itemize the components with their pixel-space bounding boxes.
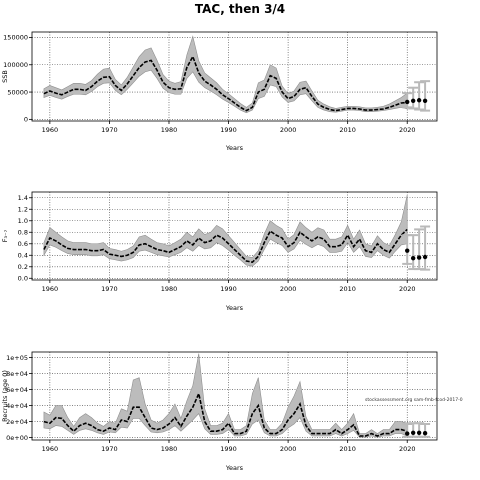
x-tick-label: 1990: [220, 285, 237, 293]
chart-panel-1: 1960 1970 1980 1990 2000 2010 2020 0 50000 100000…: [1, 31, 438, 152]
x-tick-label: 1980: [161, 126, 178, 134]
y-tick-label: 1.0: [18, 217, 28, 225]
x-tick-label: 1990: [220, 445, 237, 453]
estimate-line: [43, 228, 408, 264]
y-axis-label: SSB: [1, 70, 9, 83]
y-tick-label: 4e+04: [6, 402, 28, 410]
forecast-point: [422, 431, 428, 436]
chart-panel-2: 1960 1970 1980 1990 2000 2010 2020 0.0 0.2 0.4 0.6…: [1, 191, 438, 312]
x-tick-label: 1970: [101, 285, 118, 293]
y-axis-label: Recruits (age 0): [1, 370, 9, 422]
x-tick-label: 2020: [399, 445, 416, 453]
y-tick-label: 150000: [3, 34, 28, 42]
y-tick-label: 6e+04: [6, 386, 28, 394]
x-tick-label: 2010: [339, 285, 356, 293]
x-tick-label: 1970: [101, 445, 118, 453]
forecast-point: [410, 98, 416, 103]
x-tick-label: 1980: [161, 445, 178, 453]
y-axis-label: F₃₋₇: [1, 229, 9, 242]
x-tick-label: 1980: [161, 285, 178, 293]
y-tick-label: 100000: [3, 61, 28, 69]
figure-title: TAC, then 3/4: [195, 2, 285, 16]
forecast-point: [410, 430, 416, 435]
y-tick-label: 0.6: [18, 240, 28, 248]
forecast-point: [405, 99, 410, 105]
x-tick-label: 1990: [220, 126, 237, 134]
x-axis-label: Years: [225, 464, 244, 472]
forecast-point: [416, 430, 422, 435]
y-tick-label: 1.4: [18, 194, 28, 202]
forecast-point: [416, 98, 422, 103]
estimate-line: [43, 54, 408, 112]
x-axis-label: Years: [225, 304, 244, 312]
forecast-point: [422, 254, 428, 260]
y-tick-label: 0: [24, 116, 28, 124]
forecast-point: [416, 255, 422, 260]
x-tick-label: 1960: [42, 445, 59, 453]
forecast-point: [405, 431, 410, 436]
forecast-point: [422, 98, 428, 103]
x-axis-label: Years: [225, 144, 244, 152]
plot-frame: [31, 31, 438, 122]
x-tick-label: 2010: [339, 126, 356, 134]
x-tick-label: 1960: [42, 285, 59, 293]
estimate-line: [43, 390, 408, 437]
forecast-point: [410, 255, 416, 261]
plot-frame: [31, 191, 438, 281]
x-tick-label: 1960: [42, 126, 59, 134]
x-tick-label: 2000: [280, 445, 297, 453]
x-tick-label: 2020: [399, 126, 416, 134]
forecast-point: [405, 248, 410, 253]
y-tick-label: 1e+05: [6, 354, 28, 362]
y-tick-label: 2e+04: [6, 418, 28, 426]
chart-panel-3: 1960 1970 1980 1990 2000 2010 2020 0e+00 2e+04 4e…: [1, 351, 438, 472]
watermark: stockassessment.org sam-fmb-fcod-2017-0: [365, 397, 463, 403]
y-tick-label: 0.8: [18, 228, 28, 236]
y-tick-label: 0e+00: [6, 434, 28, 442]
y-tick-label: 0.0: [18, 274, 28, 282]
x-tick-label: 2020: [399, 285, 416, 293]
x-tick-label: 2010: [339, 445, 356, 453]
y-tick-label: 50000: [7, 88, 28, 96]
x-tick-label: 2000: [280, 126, 297, 134]
y-tick-label: 8e+04: [6, 370, 28, 378]
x-tick-label: 2000: [280, 285, 297, 293]
y-tick-label: 0.4: [18, 251, 28, 259]
y-tick-label: 0.2: [18, 263, 28, 271]
y-tick-label: 1.2: [18, 205, 28, 213]
x-tick-label: 1970: [101, 126, 118, 134]
confidence-band: [43, 35, 408, 114]
plot-frame: [31, 351, 438, 441]
